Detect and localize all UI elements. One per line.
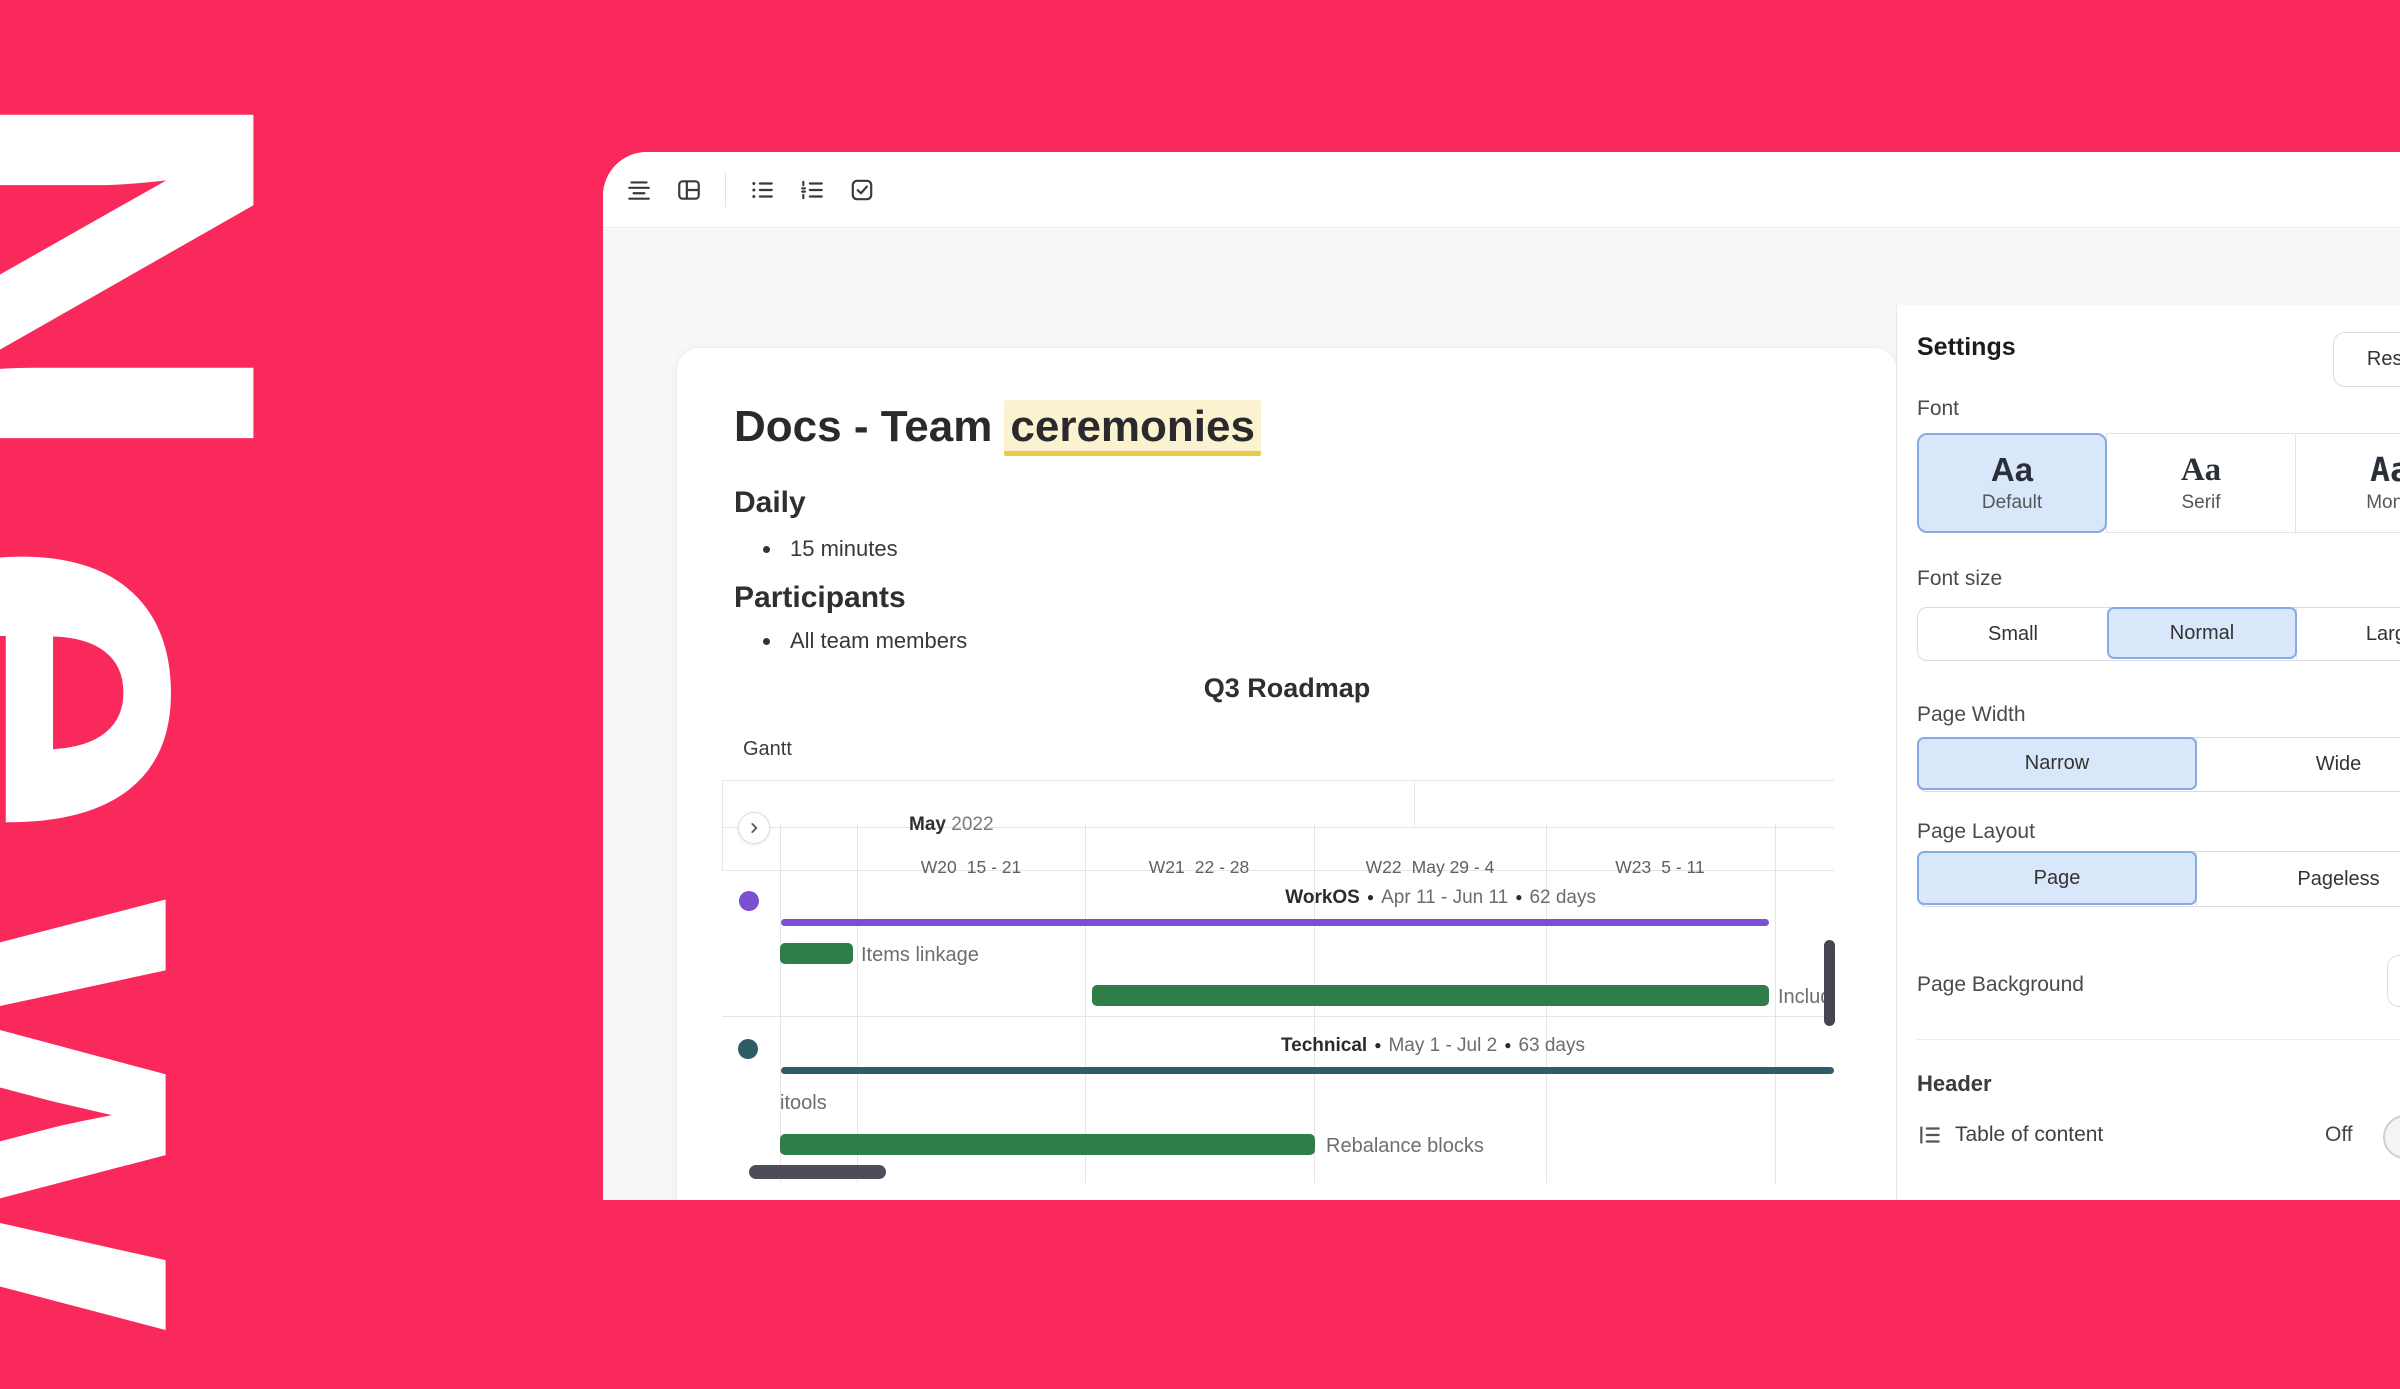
editor-background: Docs - Team ceremonies Daily 15 minutes P… xyxy=(603,229,2400,1200)
font-sample: Aa xyxy=(1990,450,2034,488)
gantt-month-label: May 2022 xyxy=(909,814,994,835)
page-layout-label: Page Layout xyxy=(1917,820,2035,843)
heading-daily[interactable]: Daily xyxy=(734,486,806,519)
reset-button[interactable]: Reset xyxy=(2333,332,2400,387)
group-summary-label[interactable]: WorkOS ● Apr 11 - Jun 11 ● 62 days xyxy=(1285,887,1596,908)
font-name: Mono xyxy=(2366,492,2400,514)
task-label: Includ xyxy=(1778,986,1832,1008)
title-text: Docs - Team xyxy=(734,402,993,451)
task-bar[interactable] xyxy=(780,1134,1315,1155)
task-label: itools xyxy=(780,1092,827,1114)
font-option-mono[interactable]: Aa Mono xyxy=(2295,433,2400,533)
title-highlighted-word[interactable]: ceremonies xyxy=(1004,400,1261,456)
font-label: Font xyxy=(1917,397,1960,420)
bullet-text: 15 minutes xyxy=(790,536,898,561)
font-size-label: Font size xyxy=(1917,567,2003,590)
grid-line xyxy=(722,780,1834,781)
align-center-icon[interactable] xyxy=(625,176,653,204)
heading-participants[interactable]: Participants xyxy=(734,581,906,614)
bulleted-list-icon[interactable] xyxy=(748,176,776,204)
grid-line xyxy=(857,824,858,1183)
grid-line xyxy=(722,870,1834,871)
group-summary-bar[interactable] xyxy=(781,1067,1834,1074)
font-name: Serif xyxy=(2181,492,2221,514)
month-divider-line xyxy=(1414,780,1415,827)
task-bar[interactable] xyxy=(1092,985,1769,1006)
banner-word: New xyxy=(0,78,373,1389)
font-option-default[interactable]: Aa Default xyxy=(1917,433,2107,533)
font-size-large[interactable]: Large xyxy=(2296,608,2400,660)
embed-title[interactable]: Q3 Roadmap xyxy=(1203,673,1371,703)
toc-state-text: Off xyxy=(2325,1123,2353,1146)
table-of-content-label: Table of content xyxy=(1955,1123,2104,1146)
page-layout-icon[interactable] xyxy=(675,176,703,204)
grid-line xyxy=(722,1016,1834,1017)
gantt-week-label: W23 5 - 11 xyxy=(1615,857,1705,877)
page-layout-page[interactable]: Page xyxy=(1917,851,2197,905)
grid-line xyxy=(1085,824,1086,1183)
document-page[interactable]: Docs - Team ceremonies Daily 15 minutes P… xyxy=(676,347,1898,1200)
font-option-serif[interactable]: Aa Serif xyxy=(2106,433,2296,533)
font-sample: Aa xyxy=(2370,449,2400,489)
bullet-marker xyxy=(763,545,770,553)
table-of-content-row[interactable]: Table of content xyxy=(1917,1113,2103,1157)
settings-title: Settings xyxy=(1917,333,2016,361)
page-width-narrow[interactable]: Narrow xyxy=(1917,737,2197,790)
gantt-chart[interactable]: May 2022 W20 15 - 21 W21 22 - 28 W22 May 29… xyxy=(722,780,1835,1183)
font-option-group: Aa Default Aa Serif Aa Mono xyxy=(1917,433,2400,533)
app-window: Docs - Team ceremonies Daily 15 minutes P… xyxy=(603,152,2400,1200)
font-size-small[interactable]: Small xyxy=(1987,622,2038,645)
task-label: Rebalance blocks xyxy=(1326,1135,1484,1157)
list-item[interactable]: 15 minutes xyxy=(763,536,898,562)
grid-line xyxy=(780,824,781,1183)
bullet-marker xyxy=(763,637,770,645)
bullet-text: All team members xyxy=(790,628,968,653)
page-layout-pageless[interactable]: Pageless xyxy=(2196,852,2400,906)
task-bar[interactable] xyxy=(780,943,853,964)
gantt-week-label: W22 May 29 - 4 xyxy=(1365,857,1495,877)
page-width-label: Page Width xyxy=(1917,703,2026,726)
toolbar xyxy=(603,152,2400,228)
group-color-dot[interactable] xyxy=(739,891,759,911)
group-summary-bar[interactable] xyxy=(781,919,1769,926)
group-summary-label[interactable]: Technical ● May 1 - Jul 2 ● 63 days xyxy=(1280,1035,1585,1056)
page-background-swatch-button[interactable] xyxy=(2387,955,2400,1007)
font-size-control: Small Normal Large xyxy=(1917,607,2400,661)
page-width-control: Narrow Wide xyxy=(1917,737,2400,792)
settings-panel: Settings Reset Font Aa Default Aa Serif … xyxy=(1896,305,2400,1200)
font-name: Default xyxy=(1981,492,2043,514)
page-layout-control: Page Pageless xyxy=(1917,851,2400,907)
toc-toggle-switch[interactable] xyxy=(2383,1115,2400,1159)
font-size-normal[interactable]: Normal xyxy=(2107,607,2297,659)
gantt-week-label: W21 22 - 28 xyxy=(1148,857,1250,877)
gantt-week-label: W20 15 - 21 xyxy=(920,857,1022,877)
gantt-expand-button[interactable] xyxy=(738,812,770,844)
gantt-vertical-scrollbar[interactable] xyxy=(1824,940,1835,1026)
numbered-list-icon[interactable] xyxy=(798,176,826,204)
grid-line xyxy=(1775,824,1776,1183)
section-divider xyxy=(1917,1039,2400,1040)
list-item[interactable]: All team members xyxy=(763,628,967,654)
grid-line xyxy=(722,780,723,870)
task-label: Items linkage xyxy=(861,944,979,966)
task-bar[interactable] xyxy=(749,1165,886,1179)
checklist-icon[interactable] xyxy=(848,176,876,204)
chevron-right-icon xyxy=(751,823,758,833)
header-section-title: Header xyxy=(1917,1071,1992,1096)
document-title[interactable]: Docs - Team ceremonies xyxy=(734,400,1261,456)
table-of-content-icon xyxy=(1920,1126,1940,1144)
font-sample: Aa xyxy=(2180,451,2222,488)
page-background-label: Page Background xyxy=(1917,973,2084,996)
group-color-dot[interactable] xyxy=(738,1039,758,1059)
grid-line xyxy=(722,827,1834,828)
gantt-widget-label: Gantt xyxy=(743,738,792,760)
toolbar-divider xyxy=(725,172,726,207)
page-width-wide[interactable]: Wide xyxy=(2196,738,2400,791)
